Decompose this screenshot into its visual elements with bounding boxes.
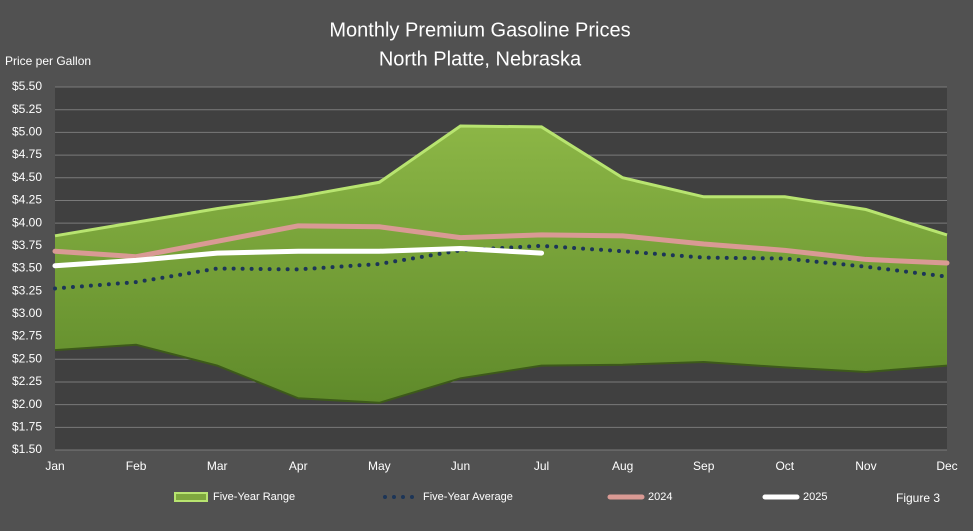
series-line [53,243,949,291]
range-high-edge [54,124,948,238]
x-tick-label: May [368,459,391,473]
x-tick-label: Jun [451,459,470,473]
series-line [52,246,545,269]
series-line [52,223,950,266]
legend-label: 2024 [648,491,672,503]
y-tick-label: $3.75 [12,238,42,252]
x-tick-label: Jan [45,459,64,473]
y-tick-label: $2.75 [12,329,42,343]
x-tick-label: Mar [207,459,228,473]
y-tick-label: $4.75 [12,147,42,161]
legend-label: 2025 [803,491,827,503]
legend-label: Five-Year Average [423,491,513,503]
y-axis-label: Price per Gallon [5,54,91,68]
legend-swatch [174,492,208,502]
y-tick-label: $5.50 [12,79,42,93]
x-tick-label: Sep [693,459,715,473]
y-tick-label: $3.00 [12,306,42,320]
y-tick-label: $3.50 [12,261,42,275]
y-tick-label: $1.75 [12,419,42,433]
range-low-edge [54,343,948,404]
y-tick-label: $2.00 [12,397,42,411]
x-tick-label: Dec [936,459,957,473]
y-tick-label: $4.25 [12,193,42,207]
x-tick-label: Nov [855,459,876,473]
chart-title: Monthly Premium Gasoline Prices [329,19,630,41]
y-tick-label: $2.25 [12,374,42,388]
y-tick-label: $5.25 [12,102,42,116]
range-area [55,126,947,403]
y-tick-label: $4.00 [12,215,42,229]
x-tick-label: Oct [775,459,794,473]
legend-label: Five-Year Range [213,491,295,503]
x-tick-label: Feb [126,459,147,473]
y-tick-label: $5.00 [12,125,42,139]
y-tick-label: $2.50 [12,351,42,365]
x-tick-label: Apr [289,459,308,473]
y-tick-label: $1.50 [12,442,42,456]
y-tick-label: $3.25 [12,283,42,297]
x-tick-label: Aug [612,459,633,473]
chart-subtitle: North Platte, Nebraska [379,48,582,70]
annotation: Figure 3 [896,491,940,505]
y-tick-label: $4.50 [12,170,42,184]
x-tick-label: Jul [534,459,549,473]
